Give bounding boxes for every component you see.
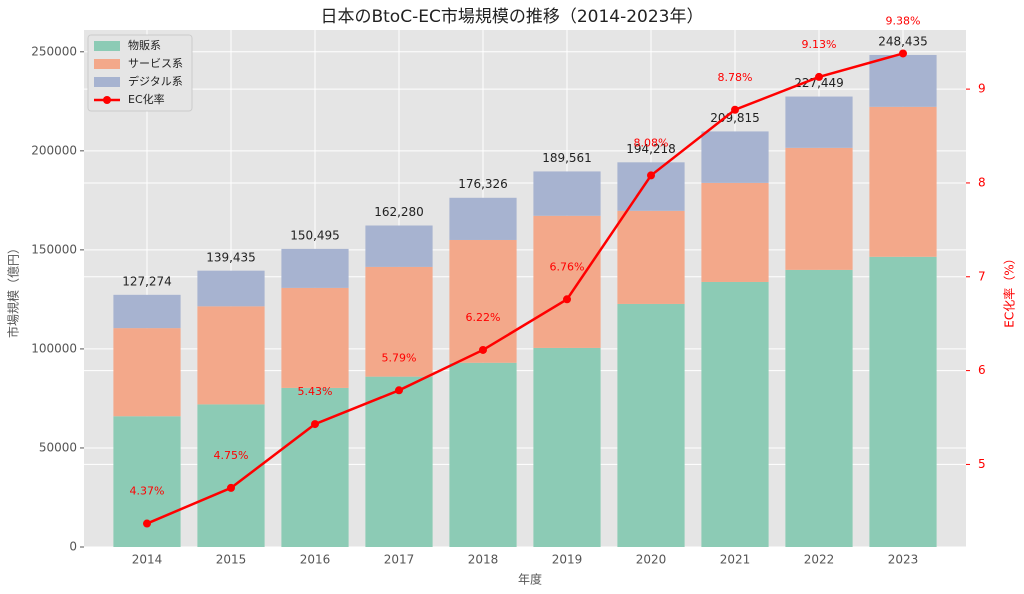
bar-segment [449, 239, 517, 363]
bar-segment [785, 96, 853, 148]
x-tick-label: 2020 [636, 553, 667, 567]
line-point [311, 420, 319, 429]
line-point [731, 105, 739, 114]
total-label: 150,495 [290, 228, 340, 242]
bar-segment [449, 362, 517, 547]
bar-segment [617, 303, 685, 547]
rate-label: 6.22% [466, 311, 501, 324]
line [146, 52, 904, 525]
bar-segment [785, 269, 853, 547]
bar-segment [617, 162, 685, 211]
y-tick-label: 200000 [31, 143, 77, 157]
y2-tick-label: 8 [978, 175, 986, 189]
bar-segment [869, 54, 937, 107]
y-tick-label: 150000 [31, 242, 77, 256]
y-tick-label: 0 [69, 540, 77, 554]
bar-segment [281, 387, 349, 547]
rate-label: 5.79% [382, 351, 417, 364]
bar-segment [869, 256, 937, 547]
chart-title: 日本のBtoC-EC市場規模の推移（2014-2023年） [320, 7, 703, 27]
bar-segment [533, 171, 601, 216]
bar-segment [113, 294, 181, 329]
rate-label: 4.37% [130, 485, 165, 498]
x-tick-label: 2014 [132, 553, 163, 567]
rate-label: 9.38% [886, 14, 921, 27]
x-tick-label: 2016 [300, 553, 331, 567]
x-tick-label: 2022 [804, 553, 835, 567]
legend-label: EC化率 [128, 92, 165, 106]
x-tick-label: 2021 [720, 553, 751, 567]
bar-segment [701, 281, 769, 547]
y2-tick-label: 9 [978, 82, 986, 96]
total-label: 248,435 [878, 34, 928, 48]
bar-segment [365, 266, 433, 377]
total-label: 162,280 [374, 205, 424, 219]
rate-label: 8.08% [634, 136, 669, 149]
rate-label: 6.76% [550, 260, 585, 273]
total-label: 227,449 [794, 76, 844, 90]
bar-segment [701, 182, 769, 282]
y2-axis-label: EC化率（%） [1002, 252, 1017, 327]
line-point [227, 483, 235, 492]
x-tick-label: 2019 [552, 553, 583, 567]
line-point [647, 171, 655, 180]
bar-segment [701, 131, 769, 183]
bar-segment [281, 248, 349, 288]
bar-segment [197, 306, 265, 405]
line-point [395, 386, 403, 395]
legend-swatch [94, 59, 120, 69]
y-tick-label: 50000 [39, 440, 77, 454]
x-tick-label: 2015 [216, 553, 247, 567]
total-label: 176,326 [458, 177, 508, 191]
line-point [143, 519, 151, 528]
bar-segment [281, 287, 349, 388]
legend-label: サービス系 [128, 57, 183, 70]
x-axis-label: 年度 [518, 572, 542, 587]
total-label: 209,815 [710, 111, 760, 125]
total-label: 139,435 [206, 250, 256, 264]
x-tick-label: 2023 [888, 553, 919, 567]
x-tick-label: 2018 [468, 553, 499, 567]
bar-segment [533, 215, 601, 348]
line-point [479, 345, 487, 354]
rate-label: 5.43% [298, 385, 333, 398]
legend-swatch [94, 77, 120, 87]
y-axis-label: 市場規模（億円） [6, 242, 21, 338]
y2-tick-label: 7 [978, 269, 986, 283]
bar-segment [617, 210, 685, 304]
y2-tick-label: 6 [978, 363, 986, 377]
line-point [815, 72, 823, 81]
bar-segment [869, 106, 937, 257]
bar-segment [365, 376, 433, 547]
legend-marker [103, 96, 111, 104]
line-point [899, 49, 907, 58]
legend-label: 物販系 [128, 38, 161, 52]
total-label: 194,218 [626, 142, 676, 156]
y2-tick-label: 5 [978, 457, 986, 471]
rate-label: 8.78% [718, 71, 753, 84]
bar-segment [533, 347, 601, 547]
bar-segment [449, 197, 517, 240]
bar-segment [113, 328, 181, 417]
bar-segment [365, 225, 433, 267]
y-tick-label: 250000 [31, 44, 77, 58]
rate-label: 4.75% [214, 449, 249, 462]
legend-box [87, 34, 193, 112]
bar-segment [197, 404, 265, 547]
bar-segment [785, 147, 853, 270]
y-tick-label: 100000 [31, 341, 77, 355]
total-label: 189,561 [542, 151, 592, 165]
legend-label: デジタル系 [128, 74, 183, 88]
rate-label: 9.13% [802, 38, 837, 51]
line-point [563, 295, 571, 304]
x-tick-label: 2017 [384, 553, 415, 567]
total-label: 127,274 [122, 274, 172, 288]
legend-swatch [94, 41, 120, 51]
bar-segment [197, 270, 265, 307]
